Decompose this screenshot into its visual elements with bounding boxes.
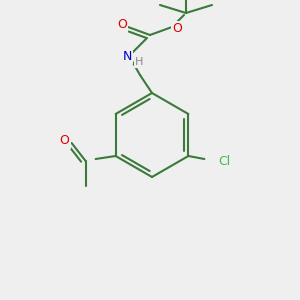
- Text: N: N: [122, 50, 132, 62]
- Text: Cl: Cl: [218, 154, 230, 167]
- Text: O: O: [117, 19, 127, 32]
- Text: O: O: [60, 134, 70, 148]
- Text: H: H: [135, 57, 143, 67]
- Text: O: O: [172, 22, 182, 35]
